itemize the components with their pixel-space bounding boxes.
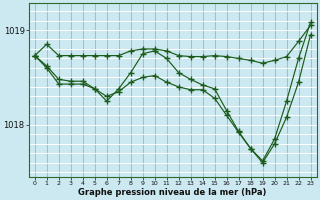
X-axis label: Graphe pression niveau de la mer (hPa): Graphe pression niveau de la mer (hPa) [78,188,267,197]
